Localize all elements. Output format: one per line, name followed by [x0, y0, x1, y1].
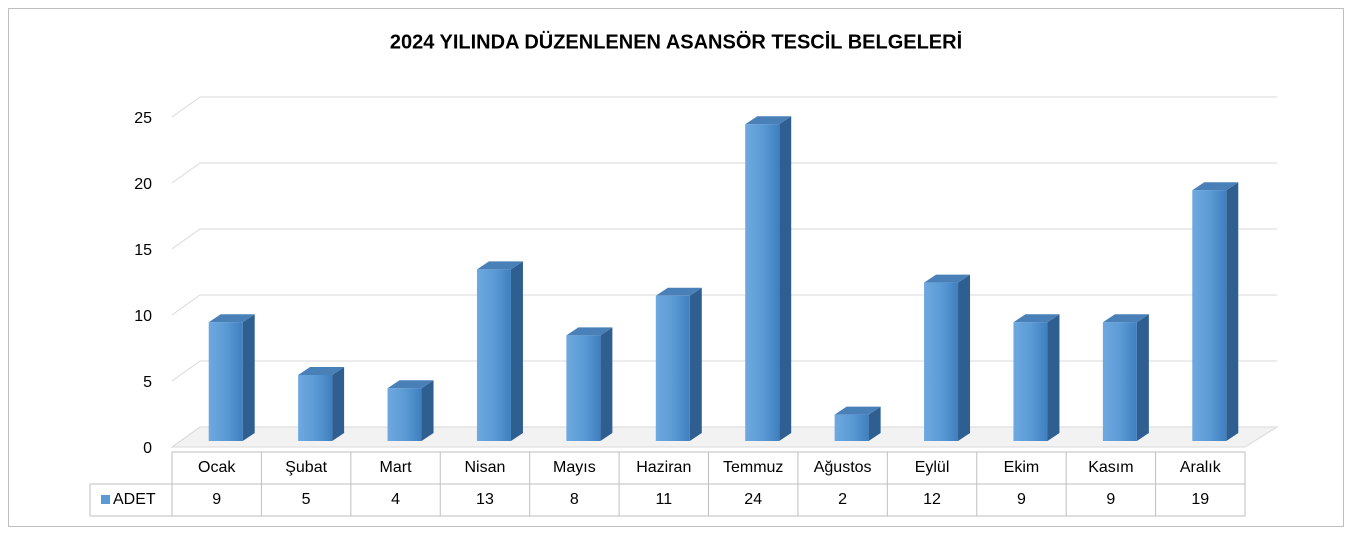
y-tick-label: 0	[143, 440, 152, 457]
bar-face	[779, 116, 792, 441]
legend-swatch	[101, 495, 110, 504]
bar	[655, 287, 702, 441]
bar-face	[332, 367, 345, 441]
bar-face	[476, 261, 523, 270]
grid-line	[171, 162, 1277, 184]
bar-face	[1102, 314, 1149, 323]
bar-face	[387, 380, 434, 389]
bar-face	[208, 322, 243, 441]
x-tick-label: Şubat	[285, 459, 327, 476]
bar-face	[208, 314, 255, 323]
x-tick-label: Kasım	[1088, 459, 1133, 476]
legend-label: ADET	[113, 491, 156, 508]
grid-line	[171, 294, 1277, 316]
x-tick-label: Temmuz	[723, 459, 783, 476]
table-value: 9	[212, 491, 221, 508]
x-tick-label: Ocak	[198, 459, 236, 476]
table-value: 9	[1017, 491, 1026, 508]
y-tick-label: 15	[134, 242, 152, 259]
table-value: 19	[1191, 491, 1209, 508]
bar	[208, 314, 255, 441]
x-tick-label: Ekim	[1004, 459, 1040, 476]
bar-face	[689, 287, 702, 441]
table-value: 9	[1106, 491, 1115, 508]
table-value: 2	[838, 491, 847, 508]
bar	[834, 406, 881, 441]
bar-face	[1192, 190, 1227, 441]
bar	[1013, 314, 1060, 441]
y-tick-label: 10	[134, 308, 152, 325]
x-tick-label: Haziran	[636, 459, 691, 476]
bar-face	[834, 414, 869, 441]
bar-face	[566, 327, 613, 336]
bar-face	[566, 335, 601, 441]
grid-line	[171, 96, 1277, 118]
grid-line	[171, 360, 1277, 382]
x-tick-label: Ağustos	[814, 459, 872, 476]
grid-line	[171, 426, 1277, 448]
bar-face	[1013, 314, 1060, 323]
bar	[476, 261, 523, 441]
table-value: 13	[476, 491, 494, 508]
bar-face	[421, 380, 434, 441]
chart-border	[8, 8, 1344, 527]
x-tick-label: Aralık	[1180, 459, 1222, 476]
bar-face	[958, 274, 971, 441]
bar-face	[510, 261, 523, 441]
bar-face	[1192, 182, 1239, 191]
grid-line	[171, 228, 1277, 250]
bar-face	[387, 388, 422, 441]
bar	[1192, 182, 1239, 441]
bar-face	[868, 406, 881, 441]
bar-face	[924, 274, 971, 283]
x-tick-label: Eylül	[915, 459, 950, 476]
table-value: 8	[570, 491, 579, 508]
bar	[566, 327, 613, 441]
bar-face	[745, 116, 792, 125]
bar	[1102, 314, 1149, 441]
y-tick-label: 25	[134, 110, 152, 127]
bar-face	[242, 314, 255, 441]
table-value: 11	[655, 491, 672, 508]
bar-face	[1013, 322, 1048, 441]
bar-face	[834, 406, 881, 415]
y-tick-label: 20	[134, 176, 152, 193]
chart-title: 2024 YILINDA DÜZENLENEN ASANSÖR TESCİL B…	[390, 30, 962, 53]
bar-face	[655, 287, 702, 296]
bar-face	[745, 124, 780, 441]
bar-face	[1047, 314, 1060, 441]
bar	[298, 367, 345, 441]
bar-face	[298, 375, 333, 441]
bar-face	[924, 282, 959, 441]
table-value: 4	[391, 491, 400, 508]
table-value: 5	[302, 491, 311, 508]
y-tick-label: 5	[143, 374, 152, 391]
bar-face	[476, 269, 511, 441]
bar-face	[298, 367, 345, 375]
table-value: 24	[744, 491, 762, 508]
bar	[387, 380, 434, 441]
x-tick-label: Nisan	[465, 459, 506, 476]
x-tick-label: Mart	[380, 459, 413, 476]
bar	[745, 116, 792, 441]
bar	[924, 274, 971, 441]
bar-face	[1226, 182, 1239, 441]
x-tick-label: Mayıs	[553, 459, 596, 476]
table-value: 12	[923, 491, 941, 508]
bar-face	[600, 327, 613, 441]
bar-face	[1102, 322, 1137, 441]
bar-face	[1136, 314, 1149, 441]
bar-face	[655, 295, 690, 441]
